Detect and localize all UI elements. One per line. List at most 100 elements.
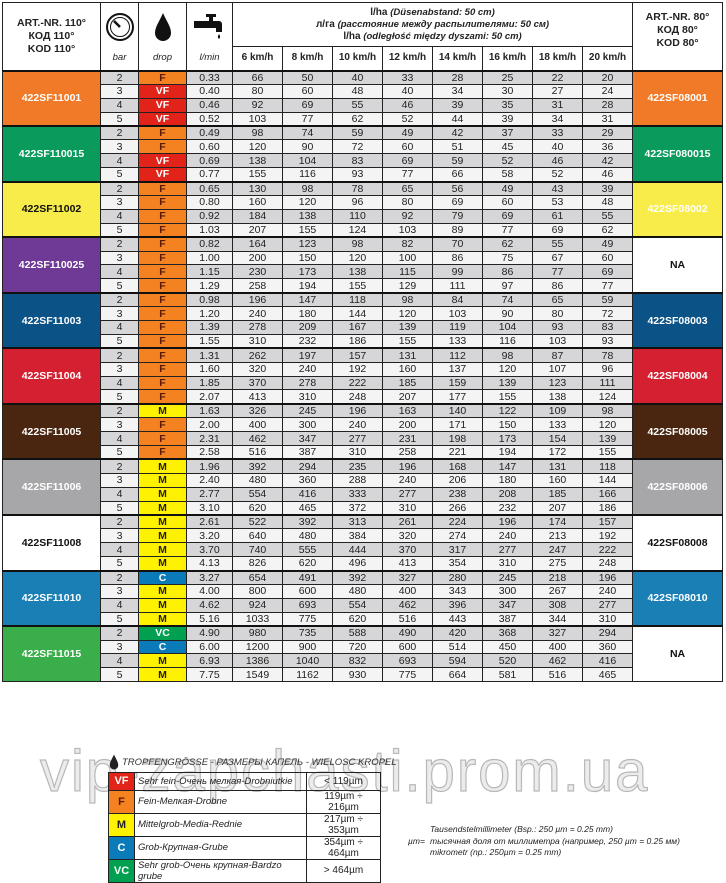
flow-cell: 2.07	[186, 389, 233, 405]
lha-cell: 60	[282, 83, 333, 99]
lha-cell: 140	[432, 402, 483, 419]
drop-size-range: 354µm ÷ 464µm	[306, 835, 381, 860]
flow-cell: 0.33	[186, 69, 233, 85]
speed-header: 12 km/h	[382, 46, 433, 71]
pressure-cell: 2	[100, 125, 139, 141]
micrometer-note: Tausendstelmillimeter (Bsp.: 250 µm = 0.…	[408, 824, 680, 857]
lha-cell: 89	[432, 222, 483, 238]
lha-cell: 240	[282, 361, 333, 377]
lha-cell: 60	[382, 139, 433, 155]
lha-cell: 160	[382, 361, 433, 377]
lha-cell: 69	[282, 97, 333, 113]
lha-cell: 491	[282, 569, 333, 585]
lha-cell: 413	[232, 389, 283, 405]
flow-cell: 2.58	[186, 445, 233, 460]
lha-cell: 594	[432, 653, 483, 669]
pressure-cell: 2	[100, 625, 139, 641]
flow-cell: 1.55	[186, 333, 233, 349]
drop-size-badge: C	[138, 639, 187, 655]
lha-cell: 62	[332, 111, 383, 127]
pressure-cell: 4	[100, 375, 139, 391]
lha-cell: 59	[332, 125, 383, 141]
lha-cell: 180	[282, 306, 333, 322]
lha-cell: 98	[382, 291, 433, 308]
lha-cell: 80	[532, 306, 583, 322]
drop-size-badge: M	[138, 402, 187, 419]
lha-cell: 155	[382, 333, 433, 349]
art-nr-110-header: ART.-NR. 110° КОД 110° KOD 110°	[2, 2, 101, 71]
table-row: 3 F 1.20 240 180 144 120 103 90 80 72	[3, 306, 723, 322]
lha-cell: 514	[432, 639, 483, 655]
lha-cell: 516	[532, 667, 583, 683]
lha-cell: 90	[282, 139, 333, 155]
lha-cell: 258	[382, 445, 433, 460]
lha-cell: 184	[232, 208, 283, 224]
lha-cell: 207	[382, 389, 433, 405]
drop-size-badge: F	[138, 375, 187, 391]
model-110-cell: 422SF11008	[2, 514, 101, 572]
drop-size-badge: F	[138, 222, 187, 238]
lha-cell: 35	[482, 97, 533, 113]
lha-cell: 177	[432, 389, 483, 405]
model-110-cell: 422SF110015	[2, 125, 101, 183]
lha-cell: 416	[282, 486, 333, 502]
lha-cell: 240	[332, 417, 383, 433]
lha-cell: 37	[482, 125, 533, 141]
table-row: 422SF11004 2 F 1.31 262 197 157 131 112 98 87 78 422…	[2, 347, 724, 405]
lha-cell: 109	[532, 402, 583, 419]
lha-cell: 40	[332, 69, 383, 85]
lha-cell: 313	[332, 514, 383, 530]
lha-cell: 163	[382, 402, 433, 419]
lha-cell: 77	[581, 278, 634, 294]
lha-cell: 1040	[282, 653, 333, 669]
lha-cell: 372	[332, 500, 383, 516]
drop-size-badge: F	[138, 236, 187, 252]
lha-cell: 69	[581, 264, 634, 280]
lha-cell: 588	[332, 625, 383, 641]
pressure-cell: 3	[100, 417, 139, 433]
drop-size-badge: F	[138, 417, 187, 433]
lha-cell: 465	[282, 500, 333, 516]
lha-cell: 82	[382, 236, 433, 252]
lha-cell: 167	[332, 320, 383, 335]
lha-cell: 368	[482, 625, 533, 641]
lha-cell: 119	[432, 320, 483, 335]
flow-cell: 3.27	[186, 569, 233, 585]
table-row: 4 F 0.92 184 138 110 92 79 69 61 55	[3, 208, 723, 224]
flow-cell: 2.77	[186, 486, 233, 502]
lha-cell: 44	[432, 111, 483, 127]
flow-cell: 0.69	[186, 153, 233, 169]
pressure-cell: 3	[100, 139, 139, 155]
flow-cell: 0.46	[186, 97, 233, 113]
lha-cell: 139	[482, 375, 533, 391]
lha-cell: 924	[232, 597, 283, 613]
lha-cell: 159	[432, 375, 483, 391]
lha-cell: 144	[332, 306, 383, 322]
lha-cell: 77	[532, 264, 583, 280]
flow-cell: 1.60	[186, 361, 233, 377]
lha-cell: 320	[382, 528, 433, 544]
lha-cell: 185	[382, 375, 433, 391]
lha-cell: 300	[482, 583, 533, 599]
lha-cell: 122	[482, 402, 533, 419]
lha-cell: 166	[581, 486, 634, 502]
lha-cell: 84	[432, 291, 483, 308]
lha-cell: 206	[432, 472, 483, 488]
lha-cell: 207	[532, 500, 583, 516]
lha-cell: 168	[432, 458, 483, 474]
model-110-cell: 422SF110025	[2, 236, 101, 294]
lha-cell: 198	[432, 431, 483, 447]
lha-cell: 46	[532, 153, 583, 169]
drop-size-badge: M	[138, 472, 187, 488]
pressure-cell: 5	[100, 611, 139, 627]
lha-cell: 98	[482, 347, 533, 363]
drop-size-badge: M	[138, 556, 187, 572]
model-80-cell: NA	[632, 625, 724, 683]
lha-cell: 160	[532, 472, 583, 488]
lha-cell: 387	[482, 611, 533, 627]
lha-cell: 42	[432, 125, 483, 141]
lha-cell: 654	[232, 569, 283, 585]
pressure-cell: 5	[100, 667, 139, 683]
model-80-cell: 422SF08004	[632, 347, 724, 405]
table-row: 4 F 1.15 230 173 138 115 99 86 77 69	[3, 264, 723, 280]
